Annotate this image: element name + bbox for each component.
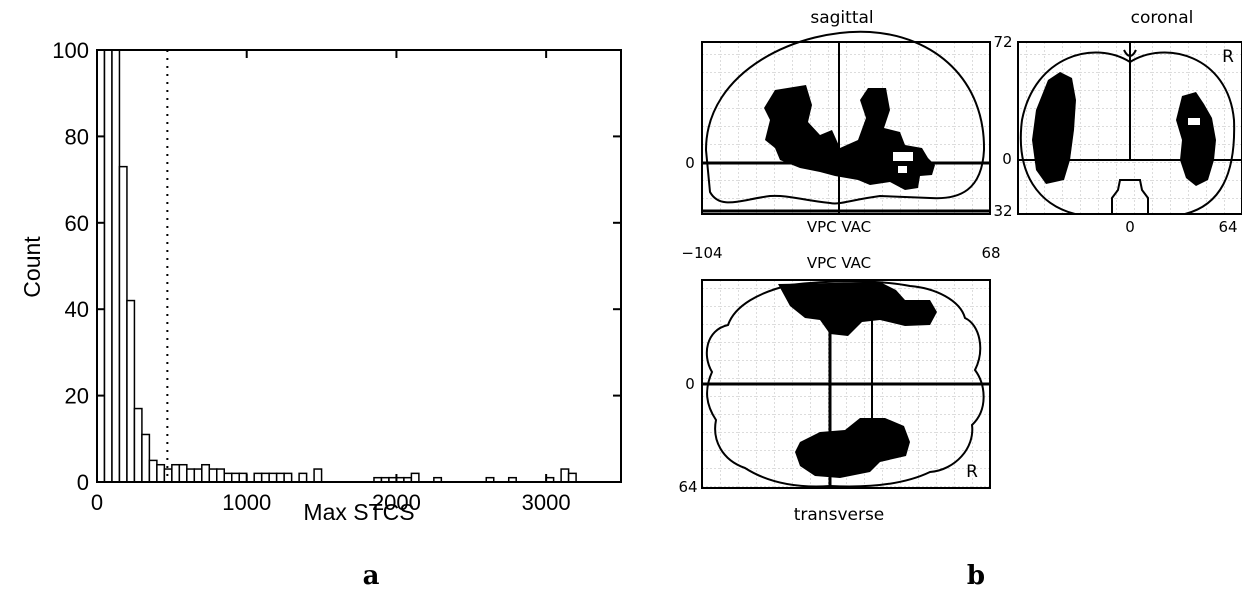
transverse-brain-outline [705, 280, 985, 488]
sagittal-activation-blob [764, 85, 935, 190]
coronal-view: coronal R 0 0 64 [1002, 8, 1242, 236]
histogram-bar [178, 463, 188, 482]
transverse-top-label: VPC VAC [807, 254, 871, 272]
histogram-bar [567, 472, 577, 482]
coronal-zero-label: 0 [1002, 150, 1012, 168]
histogram-bar [103, 50, 113, 482]
histogram-bar [223, 472, 233, 482]
sagittal-view: sagittal 72 0 32 VPC VAC −104 68 [681, 8, 1012, 262]
y-axis-label: Count [19, 236, 45, 298]
sagittal-title: sagittal [810, 8, 873, 28]
histogram-bar [141, 433, 151, 482]
coronal-r-label: R [1222, 47, 1234, 67]
y-tick-label: 40 [65, 297, 89, 322]
histogram-bars [97, 50, 577, 482]
histogram-bar [283, 472, 293, 482]
histogram-bar [186, 468, 196, 482]
histogram-bar [208, 468, 218, 482]
y-tick-label: 80 [65, 124, 89, 149]
histogram-bar [216, 468, 226, 482]
histogram-bar [230, 472, 240, 482]
sagittal-brain-outline [704, 30, 986, 205]
histogram-bar [111, 50, 121, 482]
x-tick-label: 3000 [522, 490, 571, 515]
x-tick-label: 1000 [222, 490, 271, 515]
coronal-x-zero-label: 0 [1125, 218, 1135, 236]
histogram-bar [275, 472, 285, 482]
histogram-bar [410, 472, 420, 482]
transverse-r-label: R [966, 462, 978, 482]
histogram-bar [148, 459, 158, 482]
glass-brain-panel: sagittal 72 0 32 VPC VAC −104 68 coronal [678, 8, 1242, 591]
coronal-highlight [1188, 118, 1200, 125]
transverse-bottom-blob [795, 418, 910, 478]
sagittal-x-left-label: −104 [681, 244, 722, 262]
histogram-bar [118, 165, 128, 482]
histogram-bar [253, 472, 263, 482]
histogram-panel: 0 20 40 60 80 100 0 1000 2000 3000 Count Max STC… [19, 38, 622, 591]
x-tick-label: 0 [91, 490, 103, 515]
sagittal-zero-label: 0 [685, 154, 695, 172]
plot-frame [96, 49, 622, 483]
panel-label-a: a [363, 561, 380, 591]
y-tick-label: 20 [65, 384, 89, 409]
histogram-bar [193, 468, 203, 482]
coronal-midline [1123, 42, 1137, 160]
x-axis-label: Max STCS [303, 499, 414, 525]
coronal-right-blob [1176, 92, 1216, 186]
histogram-bar [238, 472, 248, 482]
coronal-left-blob [1032, 72, 1076, 184]
coronal-ventricle-outline [1111, 179, 1149, 214]
histogram-bar [313, 468, 323, 482]
histogram-bar [156, 463, 166, 482]
y-tick-label: 0 [77, 470, 89, 495]
sagittal-bottom-label: 32 [993, 202, 1012, 220]
sagittal-highlight-small [898, 166, 907, 173]
coronal-brain-outline [1019, 51, 1236, 215]
y-axis-ticks: 0 20 40 60 80 100 [52, 38, 621, 495]
histogram-bar [268, 472, 278, 482]
histogram-bar [133, 407, 143, 482]
sagittal-highlight [893, 152, 913, 161]
histogram-bar [97, 50, 106, 482]
sagittal-sub-label: VPC VAC [807, 218, 871, 236]
sagittal-frame [701, 41, 991, 215]
histogram-bar [171, 463, 181, 482]
panel-label-b: b [967, 561, 985, 591]
histogram-bar [298, 472, 308, 482]
histogram-bar [201, 463, 211, 482]
y-tick-label: 100 [52, 38, 89, 63]
transverse-top-blob [778, 282, 937, 336]
histogram-bar [126, 299, 136, 482]
transverse-zero-label: 0 [685, 375, 695, 393]
histogram-bar [560, 468, 570, 482]
sagittal-x-right-label: 68 [981, 244, 1000, 262]
transverse-title: transverse [794, 505, 885, 525]
transverse-view: VPC VAC R 0 64 transverse [678, 254, 991, 525]
coronal-x-right-label: 64 [1218, 218, 1237, 236]
transverse-bottom-label: 64 [678, 478, 697, 496]
coronal-title: coronal [1131, 8, 1194, 28]
y-tick-label: 60 [65, 211, 89, 236]
x-tick-label: 2000 [372, 490, 421, 515]
sagittal-top-label: 72 [993, 33, 1012, 51]
x-axis-ticks: 0 1000 2000 3000 [91, 50, 571, 515]
histogram-bar [260, 472, 270, 482]
